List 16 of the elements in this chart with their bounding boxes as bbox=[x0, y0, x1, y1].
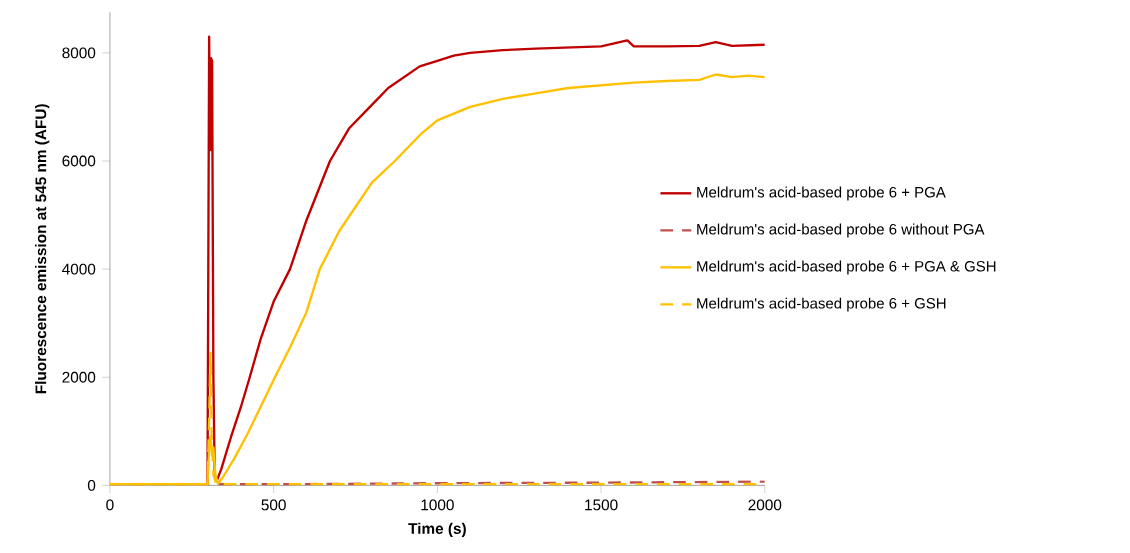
legend-label: Meldrum's acid-based probe 6 + GSH bbox=[697, 297, 946, 312]
y-tick-label: 4000 bbox=[62, 263, 96, 275]
y-axis-title: Fluorescence emission at 545 nm (AFU) bbox=[35, 104, 50, 394]
x-tick-label: 500 bbox=[261, 499, 286, 511]
y-tick-label: 2000 bbox=[62, 371, 96, 383]
x-tick-label: 1000 bbox=[421, 499, 454, 511]
x-tick-label: 0 bbox=[106, 499, 114, 511]
x-tick-label: 2000 bbox=[748, 499, 782, 511]
x-tick-label: 1500 bbox=[585, 499, 618, 511]
legend-label: Meldrum's acid-based probe 6 + PGA & GSH bbox=[697, 260, 996, 275]
x-axis-title: Time (s) bbox=[408, 522, 466, 537]
y-tick-label: 8000 bbox=[62, 47, 96, 59]
y-tick-label: 0 bbox=[87, 479, 96, 491]
legend-label: Meldrum's acid-based probe 6 without PGA bbox=[697, 223, 985, 238]
legend-label: Meldrum's acid-based probe 6 + PGA bbox=[697, 186, 946, 201]
y-tick-label: 6000 bbox=[62, 155, 96, 167]
